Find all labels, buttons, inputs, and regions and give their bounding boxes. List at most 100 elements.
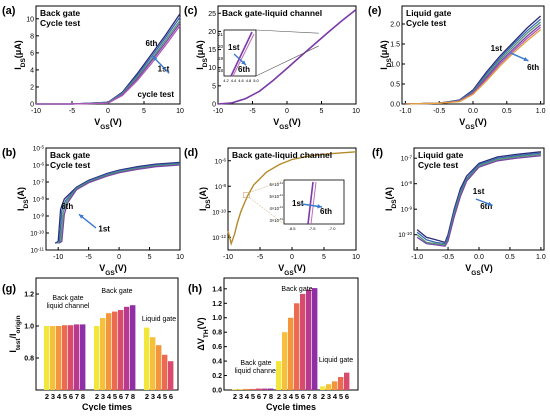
chart-panel-b: -10 -5 0 5 10 10-11 10-10 10-9 10-8 10-7 10-6 10-5 B…: [16, 144, 184, 277]
bar: [94, 326, 100, 390]
bar: [326, 384, 332, 390]
y-axis-label: IDS(A): [16, 187, 30, 211]
x-tick-label: 7: [263, 392, 267, 401]
annotation-6th: 6th: [527, 63, 539, 72]
series-line: [416, 152, 541, 245]
y-tick-label: 0.0: [390, 102, 400, 109]
x-tick-label: 3: [327, 392, 331, 401]
annotation-1st: 1st: [491, 44, 503, 53]
y-tick-label: 2: [30, 84, 34, 91]
x-tick-label: -10: [213, 108, 223, 115]
x-tick-label: 3: [239, 392, 243, 401]
x-tick-label: 5: [251, 392, 255, 401]
bar: [144, 327, 150, 390]
chart-panel-e: -1.0 -0.5 0.0 0.5 1.0 0.0 0.5 1.0 1.5 2.0 Liquid g…: [379, 5, 546, 131]
y-axis-label-text: IDS(A): [198, 187, 212, 211]
chart-title: Back gate: [40, 8, 80, 18]
x-tick-label: 5: [113, 392, 117, 401]
x-tick-label: 2: [95, 392, 99, 401]
x-tick-label: 2: [321, 392, 325, 401]
bar: [106, 313, 112, 390]
series-line: [56, 162, 181, 244]
chart-subtitle: Cycle test: [50, 160, 90, 170]
x-tick-label: 2: [45, 392, 49, 401]
x-axis-label: VGS(V): [459, 117, 486, 131]
series-line: [227, 151, 357, 246]
x-axis-label: VGS(V): [273, 117, 300, 131]
annotation-arrow-head: [523, 57, 529, 61]
y-tick-label: 10-5: [33, 144, 45, 153]
bar: [168, 361, 174, 390]
bar: [344, 372, 350, 390]
y-tick-label: 1.5: [390, 42, 400, 49]
y-tick-label: 5: [212, 83, 216, 90]
x-tick-label: 4: [157, 392, 162, 401]
bar: [300, 293, 306, 390]
x-tick-label: 7: [307, 392, 311, 401]
y-tick-label: 10-6: [215, 157, 227, 166]
y-tick-label: 0.4: [212, 359, 222, 366]
x-axis-label: VGS(V): [465, 263, 492, 277]
bar: [162, 354, 168, 390]
inset-frame: [223, 29, 257, 77]
x-axis-label: VGS(V): [94, 117, 121, 131]
y-tick-label: 0.6: [212, 344, 222, 351]
inset-x-tick-label: -7.0: [329, 226, 337, 231]
x-tick-label: 5: [320, 108, 324, 115]
bar: [256, 388, 262, 390]
bar: [306, 289, 312, 390]
bar: [112, 311, 118, 390]
x-tick-label: 5: [63, 392, 67, 401]
series-line: [416, 151, 541, 244]
annotation-6th: 6th: [238, 65, 250, 74]
x-tick-label: 1.0: [536, 108, 546, 115]
annotation-arrow-head: [241, 60, 246, 65]
x-tick-label: 0.0: [474, 254, 484, 261]
panel-label: (a): [2, 5, 16, 17]
inset-x-tick-label: 4.6: [238, 78, 244, 83]
bar: [276, 361, 282, 390]
bar: [320, 386, 326, 390]
y-tick-label: 0.0: [212, 388, 222, 395]
chart-title: Back gate-liquid channel: [222, 8, 322, 18]
group-label: Liquid gate: [142, 316, 176, 323]
x-tick-label: 2: [233, 392, 237, 401]
annotation-6th: 6th: [145, 39, 157, 48]
inset-series-line: [307, 181, 314, 225]
inset-x-tick-label: -8.5: [289, 226, 297, 231]
chart-title: Back gate: [50, 150, 90, 160]
inset-y-tick-label: 3×10-11: [270, 217, 284, 223]
x-tick-label: 4: [57, 392, 62, 401]
y-tick-label: 0: [30, 102, 34, 109]
y-tick-label: 8: [30, 33, 34, 40]
panel-label: (d): [184, 147, 198, 159]
y-tick-label: 20: [208, 29, 216, 36]
group-label: Liquid gate: [319, 357, 353, 364]
x-tick-label: 1.0: [536, 254, 546, 261]
bar: [74, 324, 80, 390]
inset-y-tick-label: 21: [218, 32, 224, 37]
y-tick-label: 10: [208, 65, 216, 72]
bar: [150, 337, 156, 390]
panel-label: (b): [2, 147, 16, 159]
inset-series-line: [230, 31, 253, 77]
y-tick-label: 10-10: [398, 231, 412, 240]
y-tick-label: 10-7: [33, 178, 45, 187]
y-tick-label: 4: [30, 67, 34, 74]
x-tick-label: 6: [119, 392, 123, 401]
x-tick-label: 3: [51, 392, 55, 401]
inset-series-line: [310, 181, 317, 225]
y-axis-label: Itest/Iorigin: [8, 315, 22, 352]
x-tick-label: -10: [31, 108, 41, 115]
inset-y-tick-label: 4×10-11: [270, 205, 284, 211]
series-line: [57, 163, 181, 244]
x-tick-label: 0.5: [505, 254, 515, 261]
y-tick-label: 0.5: [390, 82, 400, 89]
y-tick-label: 10-7: [401, 154, 413, 163]
y-axis-label: ΔVTH(V): [196, 317, 210, 350]
x-tick-label: 3: [283, 392, 287, 401]
bar: [50, 326, 56, 390]
group-label: Back gate liquid channel: [47, 295, 90, 310]
zoom-guide-line: [249, 179, 285, 193]
